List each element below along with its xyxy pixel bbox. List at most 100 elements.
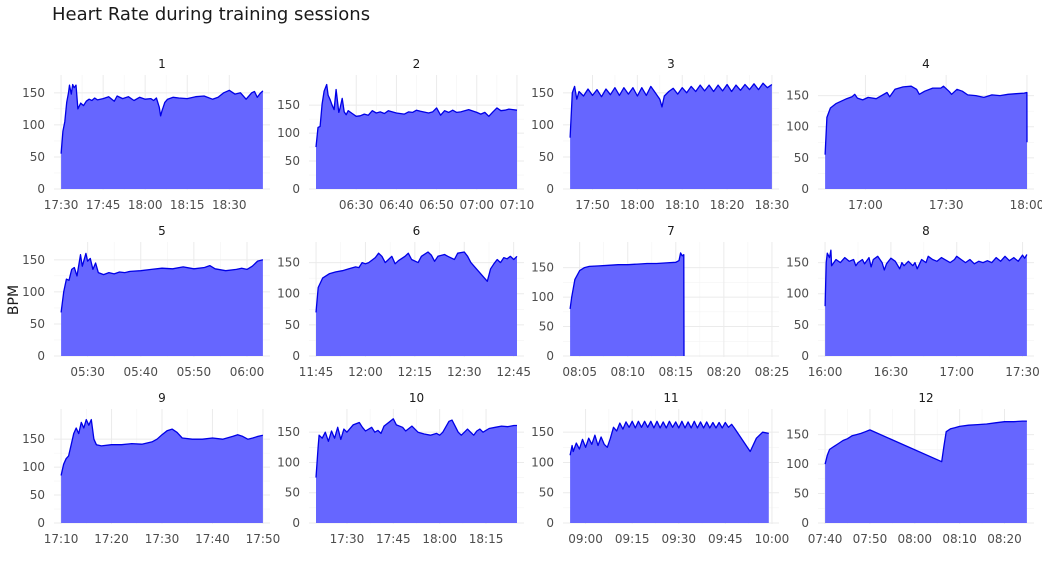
x-tick-label: 17:45 xyxy=(86,198,121,212)
x-tick-label: 16:00 xyxy=(808,365,843,379)
x-tick-label: 09:45 xyxy=(708,532,743,546)
x-tick-label: 08:10 xyxy=(610,365,645,379)
hr-area xyxy=(61,84,263,189)
hr-line xyxy=(60,418,264,476)
panel-title: 1 xyxy=(158,57,166,71)
x-tick-label: 17:30 xyxy=(929,198,964,212)
y-tick-label: 100 xyxy=(786,457,809,471)
hr-line xyxy=(315,418,517,478)
y-tick-label: 150 xyxy=(531,261,554,275)
y-tick-label: 100 xyxy=(277,455,300,469)
x-tick-label: 09:15 xyxy=(615,532,650,546)
panel-11: 0 50 100 150 09:00 09:15 09:30 09:45 10:00 11 xyxy=(531,391,789,546)
y-tick-label: 50 xyxy=(794,151,809,165)
y-tick-label: 100 xyxy=(531,118,554,132)
y-tick-label: 100 xyxy=(22,285,45,299)
x-tick-label: 06:00 xyxy=(230,365,265,379)
y-tick-label: 100 xyxy=(531,290,554,304)
x-tick-label: 05:40 xyxy=(123,365,158,379)
chart-title: Heart Rate during training sessions xyxy=(52,4,370,25)
y-tick-label: 50 xyxy=(794,487,809,501)
x-tick-label: 08:00 xyxy=(897,532,932,546)
hr-area xyxy=(570,83,772,189)
y-tick-label: 150 xyxy=(786,89,809,103)
hr-line xyxy=(569,252,685,357)
y-tick-label: 150 xyxy=(22,253,45,267)
x-tick-label: 17:10 xyxy=(44,532,79,546)
hr-line xyxy=(315,83,518,148)
x-tick-label: 05:50 xyxy=(177,365,212,379)
x-tick-label: 08:25 xyxy=(755,365,790,379)
y-tick-label: 100 xyxy=(277,126,300,140)
y-tick-label: 150 xyxy=(277,98,300,112)
x-tick-label: 06:40 xyxy=(379,198,414,212)
y-tick-label: 0 xyxy=(37,349,45,363)
x-tick-label: 17:00 xyxy=(939,365,974,379)
panel-title: 6 xyxy=(413,224,421,238)
x-tick-label: 18:00 xyxy=(1010,198,1042,212)
panel-title: 11 xyxy=(663,391,678,405)
hr-area xyxy=(570,421,769,523)
y-tick-label: 150 xyxy=(786,256,809,270)
y-tick-label: 100 xyxy=(22,118,45,132)
x-tick-label: 18:15 xyxy=(170,198,205,212)
y-tick-label: 150 xyxy=(531,425,554,439)
y-axis-label: BPM xyxy=(6,285,22,315)
y-tick-label: 150 xyxy=(22,432,45,446)
y-tick-label: 150 xyxy=(22,86,45,100)
panel-1: 0 50 100 150 17:30 17:45 18:00 18:15 18:30 1 xyxy=(22,57,270,212)
y-tick-label: 50 xyxy=(30,150,45,164)
x-tick-label: 08:20 xyxy=(987,532,1022,546)
y-tick-label: 50 xyxy=(539,320,554,334)
x-tick-label: 07:00 xyxy=(459,198,494,212)
x-tick-label: 18:15 xyxy=(469,532,504,546)
x-tick-label: 07:50 xyxy=(853,532,888,546)
hr-area xyxy=(316,252,517,356)
x-tick-label: 18:00 xyxy=(422,532,457,546)
x-tick-label: 17:30 xyxy=(145,532,180,546)
x-tick-label: 06:50 xyxy=(419,198,454,212)
hr-area xyxy=(825,86,1027,189)
hr-area xyxy=(61,419,263,523)
x-tick-label: 08:15 xyxy=(659,365,694,379)
panel-12: 0 50 100 150 07:40 07:50 08:00 08:10 08:20 12 xyxy=(786,391,1034,546)
hr-area xyxy=(570,252,684,356)
x-tick-label: 07:10 xyxy=(500,198,535,212)
y-tick-label: 0 xyxy=(546,516,554,530)
panel-5: 0 50 100 150 05:30 05:40 05:50 06:00 5 xyxy=(22,224,270,379)
x-tick-label: 17:00 xyxy=(848,198,883,212)
y-tick-label: 100 xyxy=(22,460,45,474)
y-tick-label: 100 xyxy=(277,287,300,301)
hr-line xyxy=(824,420,1027,465)
hr-line xyxy=(315,251,518,313)
facet-panels: 0 50 100 150 17:30 17:45 18:00 18:15 18:30 1 0 50 10… xyxy=(22,57,1042,546)
y-tick-label: 50 xyxy=(539,150,554,164)
x-tick-label: 10:00 xyxy=(755,532,790,546)
x-tick-label: 17:20 xyxy=(94,532,129,546)
hr-line xyxy=(60,83,264,154)
y-tick-label: 50 xyxy=(285,486,300,500)
y-tick-label: 150 xyxy=(277,256,300,270)
panel-title: 3 xyxy=(667,57,675,71)
panel-8: 0 50 100 150 16:00 16:30 17:00 17:30 8 xyxy=(786,224,1040,379)
x-tick-label: 17:30 xyxy=(330,532,365,546)
x-tick-label: 12:00 xyxy=(348,365,383,379)
panel-title: 8 xyxy=(922,224,930,238)
x-tick-label: 17:40 xyxy=(195,532,230,546)
y-tick-label: 50 xyxy=(285,154,300,168)
panel-2: 0 50 100 150 06:30 06:40 06:50 07:00 07:10 2 xyxy=(277,57,534,212)
panel-6: 0 50 100 150 11:45 12:00 12:15 12:30 12:45 6 xyxy=(277,224,531,379)
y-tick-label: 50 xyxy=(30,488,45,502)
panel-title: 12 xyxy=(918,391,933,405)
x-tick-label: 07:40 xyxy=(808,532,843,546)
x-tick-label: 08:05 xyxy=(562,365,597,379)
x-tick-label: 18:20 xyxy=(710,198,745,212)
x-tick-label: 18:30 xyxy=(755,198,790,212)
x-tick-label: 12:15 xyxy=(398,365,433,379)
hr-line xyxy=(824,85,1028,155)
x-tick-label: 12:30 xyxy=(447,365,482,379)
y-tick-label: 150 xyxy=(786,428,809,442)
x-tick-label: 16:30 xyxy=(874,365,909,379)
x-tick-label: 12:45 xyxy=(496,365,531,379)
y-tick-label: 50 xyxy=(539,486,554,500)
